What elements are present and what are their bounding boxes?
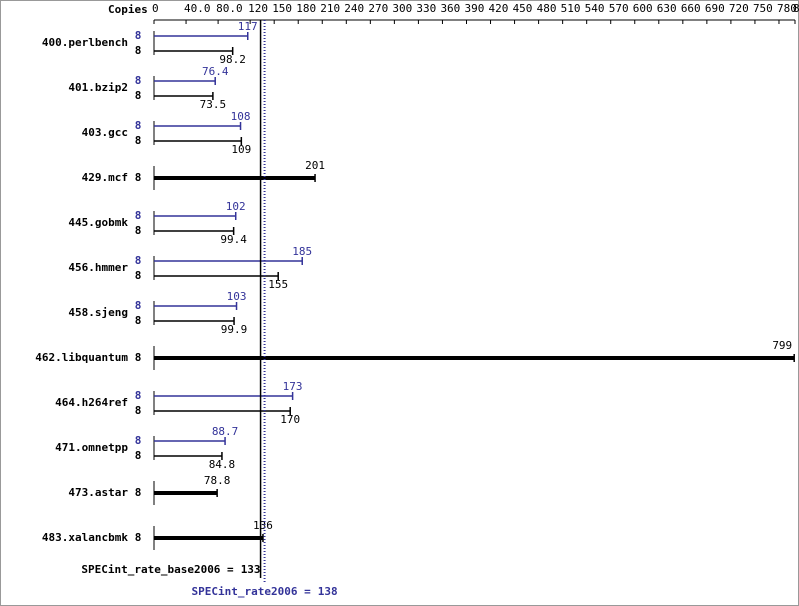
- copies-label: 8: [135, 44, 142, 57]
- reference-label-text: SPECint_rate_base2006 =: [81, 563, 234, 576]
- x-tick-label: 780: [777, 2, 797, 15]
- reference-value: 133: [241, 563, 261, 576]
- x-tick-label: 480: [537, 2, 557, 15]
- category-label: 400.perlbench: [42, 36, 128, 49]
- copies-label: 8: [135, 434, 142, 447]
- value-label: 170: [280, 413, 300, 426]
- category-label: 445.gobmk: [68, 216, 128, 229]
- value-label: 108: [231, 110, 251, 123]
- x-tick-label: 0: [152, 2, 159, 15]
- value-label: 185: [292, 245, 312, 258]
- x-tick-label: 750: [753, 2, 773, 15]
- x-tick-label: 630: [657, 2, 677, 15]
- copies-label: 8: [135, 29, 142, 42]
- copies-label: 8: [135, 254, 142, 267]
- x-tick-label: 570: [609, 2, 629, 15]
- value-label: 117: [238, 20, 258, 33]
- category-label: 456.hmmer: [68, 261, 128, 274]
- copies-label: 8: [135, 449, 142, 462]
- category-label: 458.sjeng: [68, 306, 128, 319]
- x-tick-label: 690: [705, 2, 725, 15]
- copies-label: 8: [135, 89, 142, 102]
- value-label: 799: [772, 339, 792, 352]
- copies-label: 8: [135, 119, 142, 132]
- x-tick-label: 270: [368, 2, 388, 15]
- copies-label: 8: [135, 486, 142, 499]
- reference-value: 138: [318, 585, 338, 598]
- copies-label: 8: [135, 299, 142, 312]
- value-label: 201: [305, 159, 325, 172]
- value-label: 88.7: [212, 425, 239, 438]
- x-tick-label: 660: [681, 2, 701, 15]
- copies-label: 8: [135, 269, 142, 282]
- x-tick-label: 330: [416, 2, 436, 15]
- x-tick-label: 540: [585, 2, 605, 15]
- copies-label: 8: [135, 314, 142, 327]
- copies-label: 8: [135, 224, 142, 237]
- value-label: 98.2: [219, 53, 246, 66]
- value-label: 173: [283, 380, 303, 393]
- value-label: 109: [231, 143, 251, 156]
- category-label: 462.libquantum: [35, 351, 128, 364]
- x-tick-label: 120: [248, 2, 268, 15]
- category-label: 403.gcc: [82, 126, 128, 139]
- category-label: 473.astar: [68, 486, 128, 499]
- reference-label: SPECint_rate2006 = 138: [192, 585, 338, 598]
- reference-label: SPECint_rate_base2006 = 133: [81, 563, 260, 576]
- copies-label: 8: [135, 351, 142, 364]
- value-label: 99.9: [221, 323, 248, 336]
- value-label: 76.4: [202, 65, 229, 78]
- x-tick-label: 720: [729, 2, 749, 15]
- x-tick-label: 420: [489, 2, 509, 15]
- x-tick-label: 240: [344, 2, 364, 15]
- x-tick-label: 600: [633, 2, 653, 15]
- value-label: 78.8: [204, 474, 231, 487]
- value-label: 99.4: [220, 233, 247, 246]
- x-tick-label: 300: [392, 2, 412, 15]
- value-label: 102: [226, 200, 246, 213]
- copies-label: 8: [135, 404, 142, 417]
- x-tick-label: 510: [561, 2, 581, 15]
- value-label: 84.8: [209, 458, 236, 471]
- x-tick-label: 800: [793, 2, 799, 15]
- value-label: 103: [227, 290, 247, 303]
- value-label: 73.5: [200, 98, 227, 111]
- reference-label-text: SPECint_rate2006 =: [192, 585, 312, 598]
- x-tick-label: 180: [296, 2, 316, 15]
- x-tick-label: 450: [513, 2, 533, 15]
- category-label: 471.omnetpp: [55, 441, 128, 454]
- copies-label: 8: [135, 209, 142, 222]
- copies-label: 8: [135, 134, 142, 147]
- category-label: 483.xalancbmk: [42, 531, 128, 544]
- x-tick-label: 40.0: [184, 2, 211, 15]
- axis-label: Copies: [108, 3, 148, 16]
- copies-label: 8: [135, 531, 142, 544]
- copies-label: 8: [135, 389, 142, 402]
- value-label: 155: [268, 278, 288, 291]
- category-label: 464.h264ref: [55, 396, 128, 409]
- copies-label: 8: [135, 171, 142, 184]
- x-tick-label: 80.0: [216, 2, 243, 15]
- x-tick-label: 390: [464, 2, 484, 15]
- value-label: 136: [253, 519, 273, 532]
- category-label: 401.bzip2: [68, 81, 128, 94]
- x-tick-label: 360: [440, 2, 460, 15]
- category-label: 429.mcf: [82, 171, 128, 184]
- x-tick-label: 210: [320, 2, 340, 15]
- copies-label: 8: [135, 74, 142, 87]
- x-tick-label: 150: [272, 2, 292, 15]
